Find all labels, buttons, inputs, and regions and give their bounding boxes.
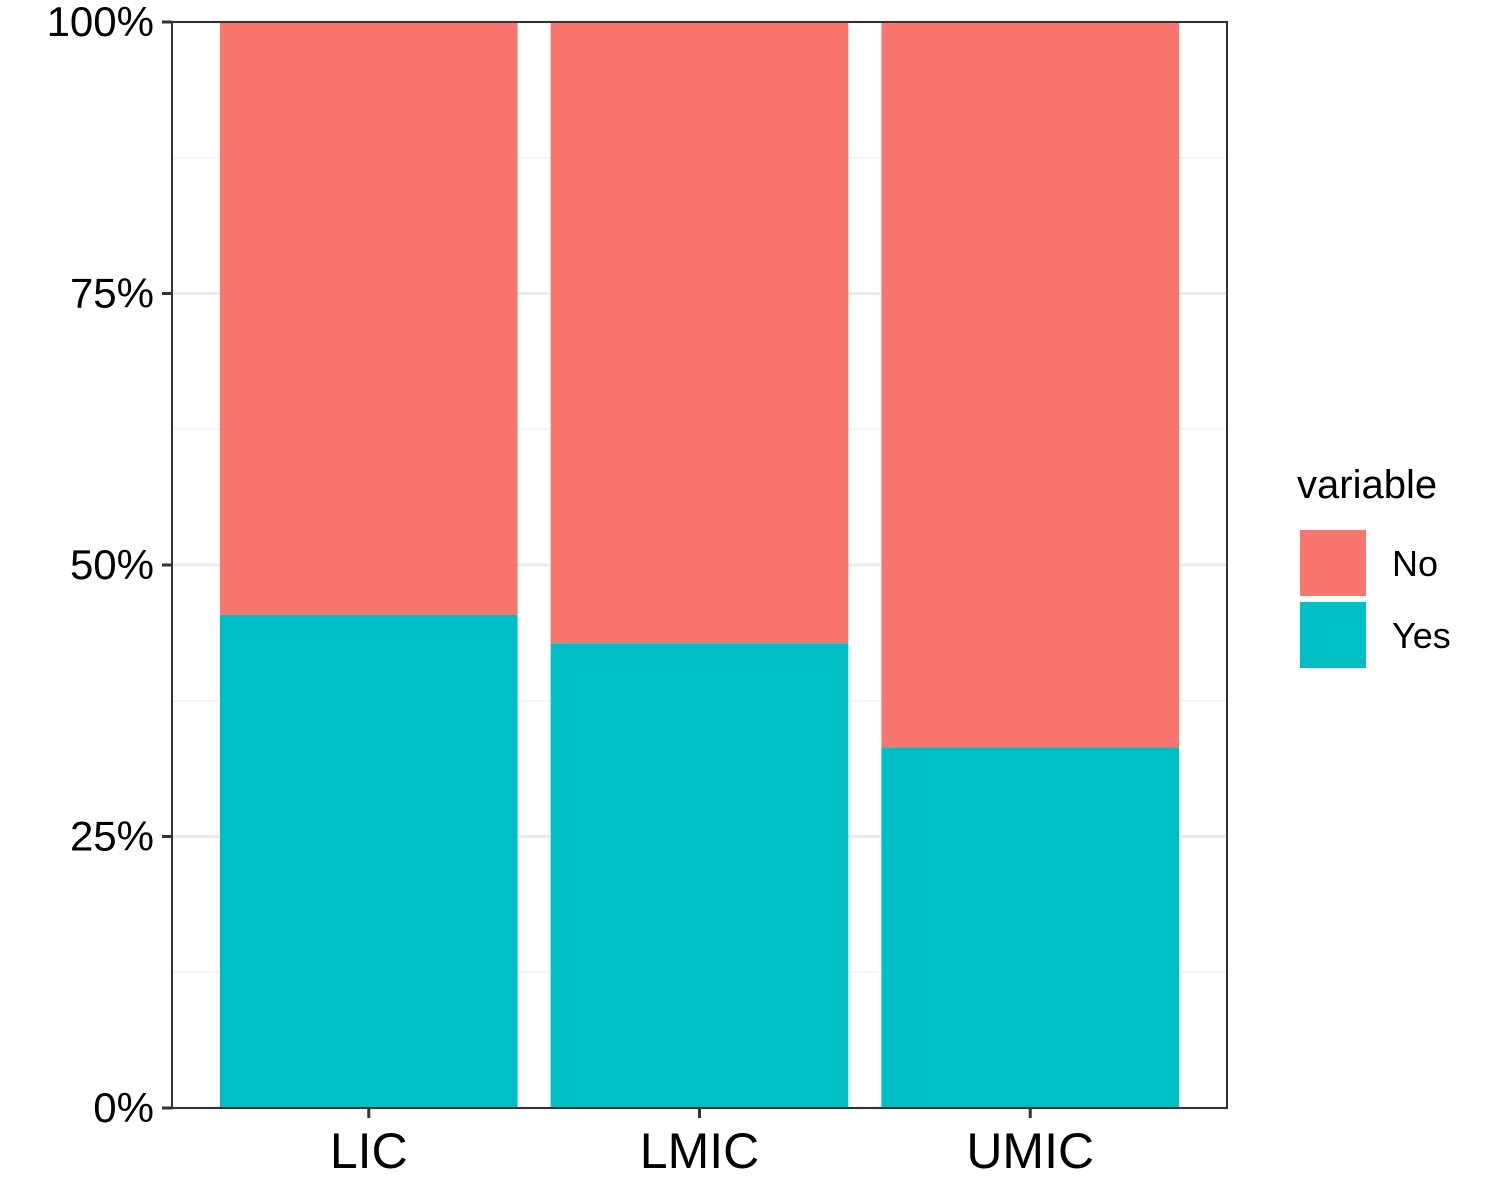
legend-key-no — [1300, 530, 1366, 596]
y-tick-label: 75% — [70, 270, 154, 317]
legend-label-yes: Yes — [1392, 615, 1451, 656]
x-tick-label-umic: UMIC — [966, 1123, 1094, 1179]
bars — [219, 22, 1180, 1108]
legend-key-yes — [1300, 602, 1366, 668]
bar-lic-yes — [219, 614, 518, 1108]
x-tick-label-lmic: LMIC — [640, 1123, 759, 1179]
bar-lmic-yes — [550, 643, 849, 1108]
axes: 0% 25% 50% 75% 100% LIC LMIC UMIC — [47, 0, 1095, 1179]
bar-umic-yes — [881, 747, 1180, 1108]
y-tick-label: 25% — [70, 813, 154, 860]
bar-lic-no — [219, 22, 518, 615]
legend-label-no: No — [1392, 543, 1438, 584]
bar-umic-no — [881, 22, 1180, 748]
y-tick-label: 100% — [47, 0, 154, 45]
legend-title: variable — [1297, 463, 1437, 507]
legend: variable No Yes — [1297, 463, 1451, 668]
x-tick-label-lic: LIC — [330, 1123, 408, 1179]
bar-lmic-no — [550, 22, 849, 644]
y-tick-label: 0% — [93, 1084, 154, 1131]
y-tick-label: 50% — [70, 541, 154, 588]
